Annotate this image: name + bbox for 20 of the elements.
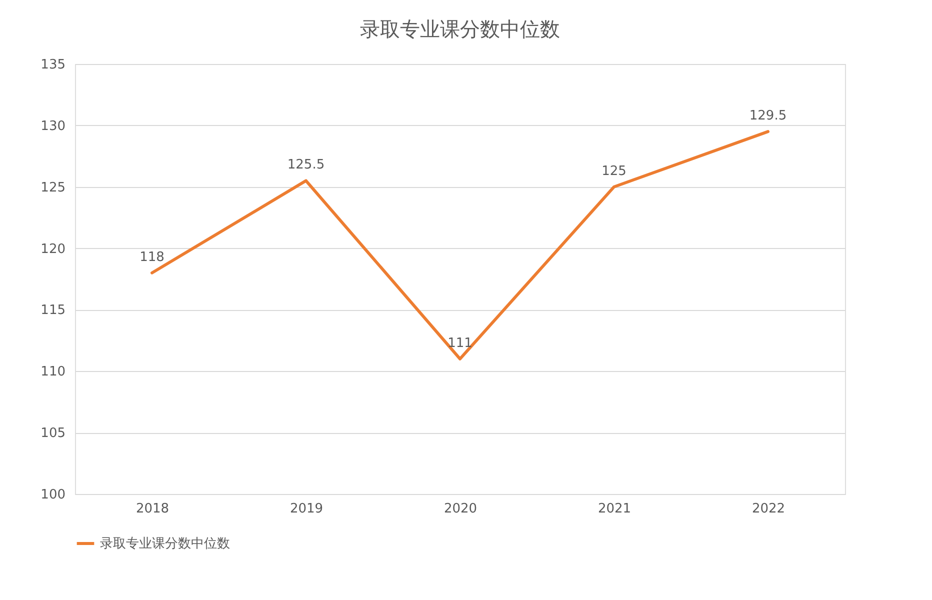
- x-tick-label: 2020: [444, 502, 478, 516]
- y-tick-label: 115: [40, 303, 66, 318]
- y-tick-label: 110: [40, 364, 66, 380]
- data-label: 111: [448, 336, 472, 351]
- y-tick-label: 130: [40, 118, 66, 134]
- y-tick-label: 120: [40, 242, 66, 257]
- data-label: 125.5: [287, 158, 325, 173]
- legend-label: 录取专业课分数中位数: [100, 536, 230, 552]
- data-label: 118: [140, 250, 164, 265]
- data-label: 129.5: [749, 108, 787, 124]
- chart-title: 录取专业课分数中位数: [360, 17, 560, 41]
- y-tick-label: 135: [40, 58, 66, 72]
- x-tick-label: 2021: [598, 502, 632, 516]
- x-tick-label: 2019: [290, 502, 324, 516]
- data-label: 125: [602, 164, 626, 179]
- y-tick-label: 105: [40, 426, 66, 442]
- x-tick-label: 2022: [752, 502, 786, 516]
- y-tick-label: 125: [40, 180, 66, 196]
- x-tick-label: 2018: [136, 502, 170, 516]
- y-tick-label: 100: [40, 488, 66, 502]
